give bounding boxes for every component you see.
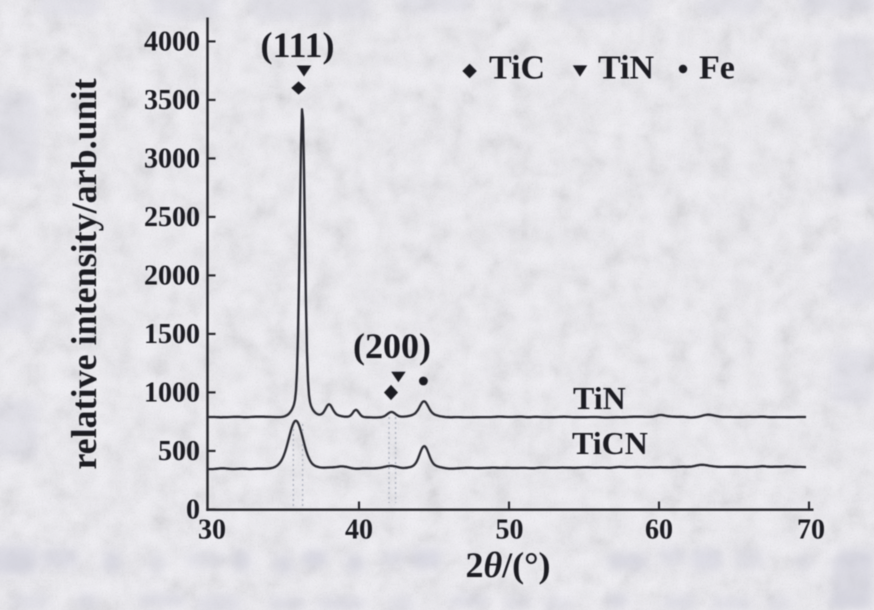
svg-text:30: 30 [198, 515, 226, 546]
svg-text:70: 70 [797, 515, 825, 546]
svg-text:50: 50 [496, 515, 524, 546]
svg-text:3500: 3500 [144, 85, 200, 116]
svg-text:TiN: TiN [598, 50, 655, 87]
svg-text:TiC: TiC [489, 50, 545, 87]
svg-text:2θ/(°): 2θ/(°) [465, 545, 550, 585]
svg-text:(200): (200) [353, 326, 431, 366]
svg-text:relative intensity/arb.unit: relative intensity/arb.unit [64, 78, 104, 469]
svg-text:2500: 2500 [144, 202, 200, 233]
svg-text:500: 500 [158, 436, 200, 467]
svg-text:TiCN: TiCN [572, 425, 648, 461]
svg-text:4000: 4000 [144, 27, 200, 58]
svg-text:1000: 1000 [144, 378, 200, 409]
svg-text:60: 60 [645, 515, 673, 546]
svg-text:2000: 2000 [144, 261, 200, 292]
svg-text:1500: 1500 [144, 319, 200, 350]
svg-text:TiN: TiN [573, 380, 626, 416]
svg-text:Fe: Fe [699, 50, 735, 87]
svg-text:40: 40 [345, 515, 373, 546]
svg-text:0: 0 [186, 495, 200, 526]
svg-text:3000: 3000 [144, 144, 200, 175]
svg-text:(111): (111) [260, 25, 334, 65]
